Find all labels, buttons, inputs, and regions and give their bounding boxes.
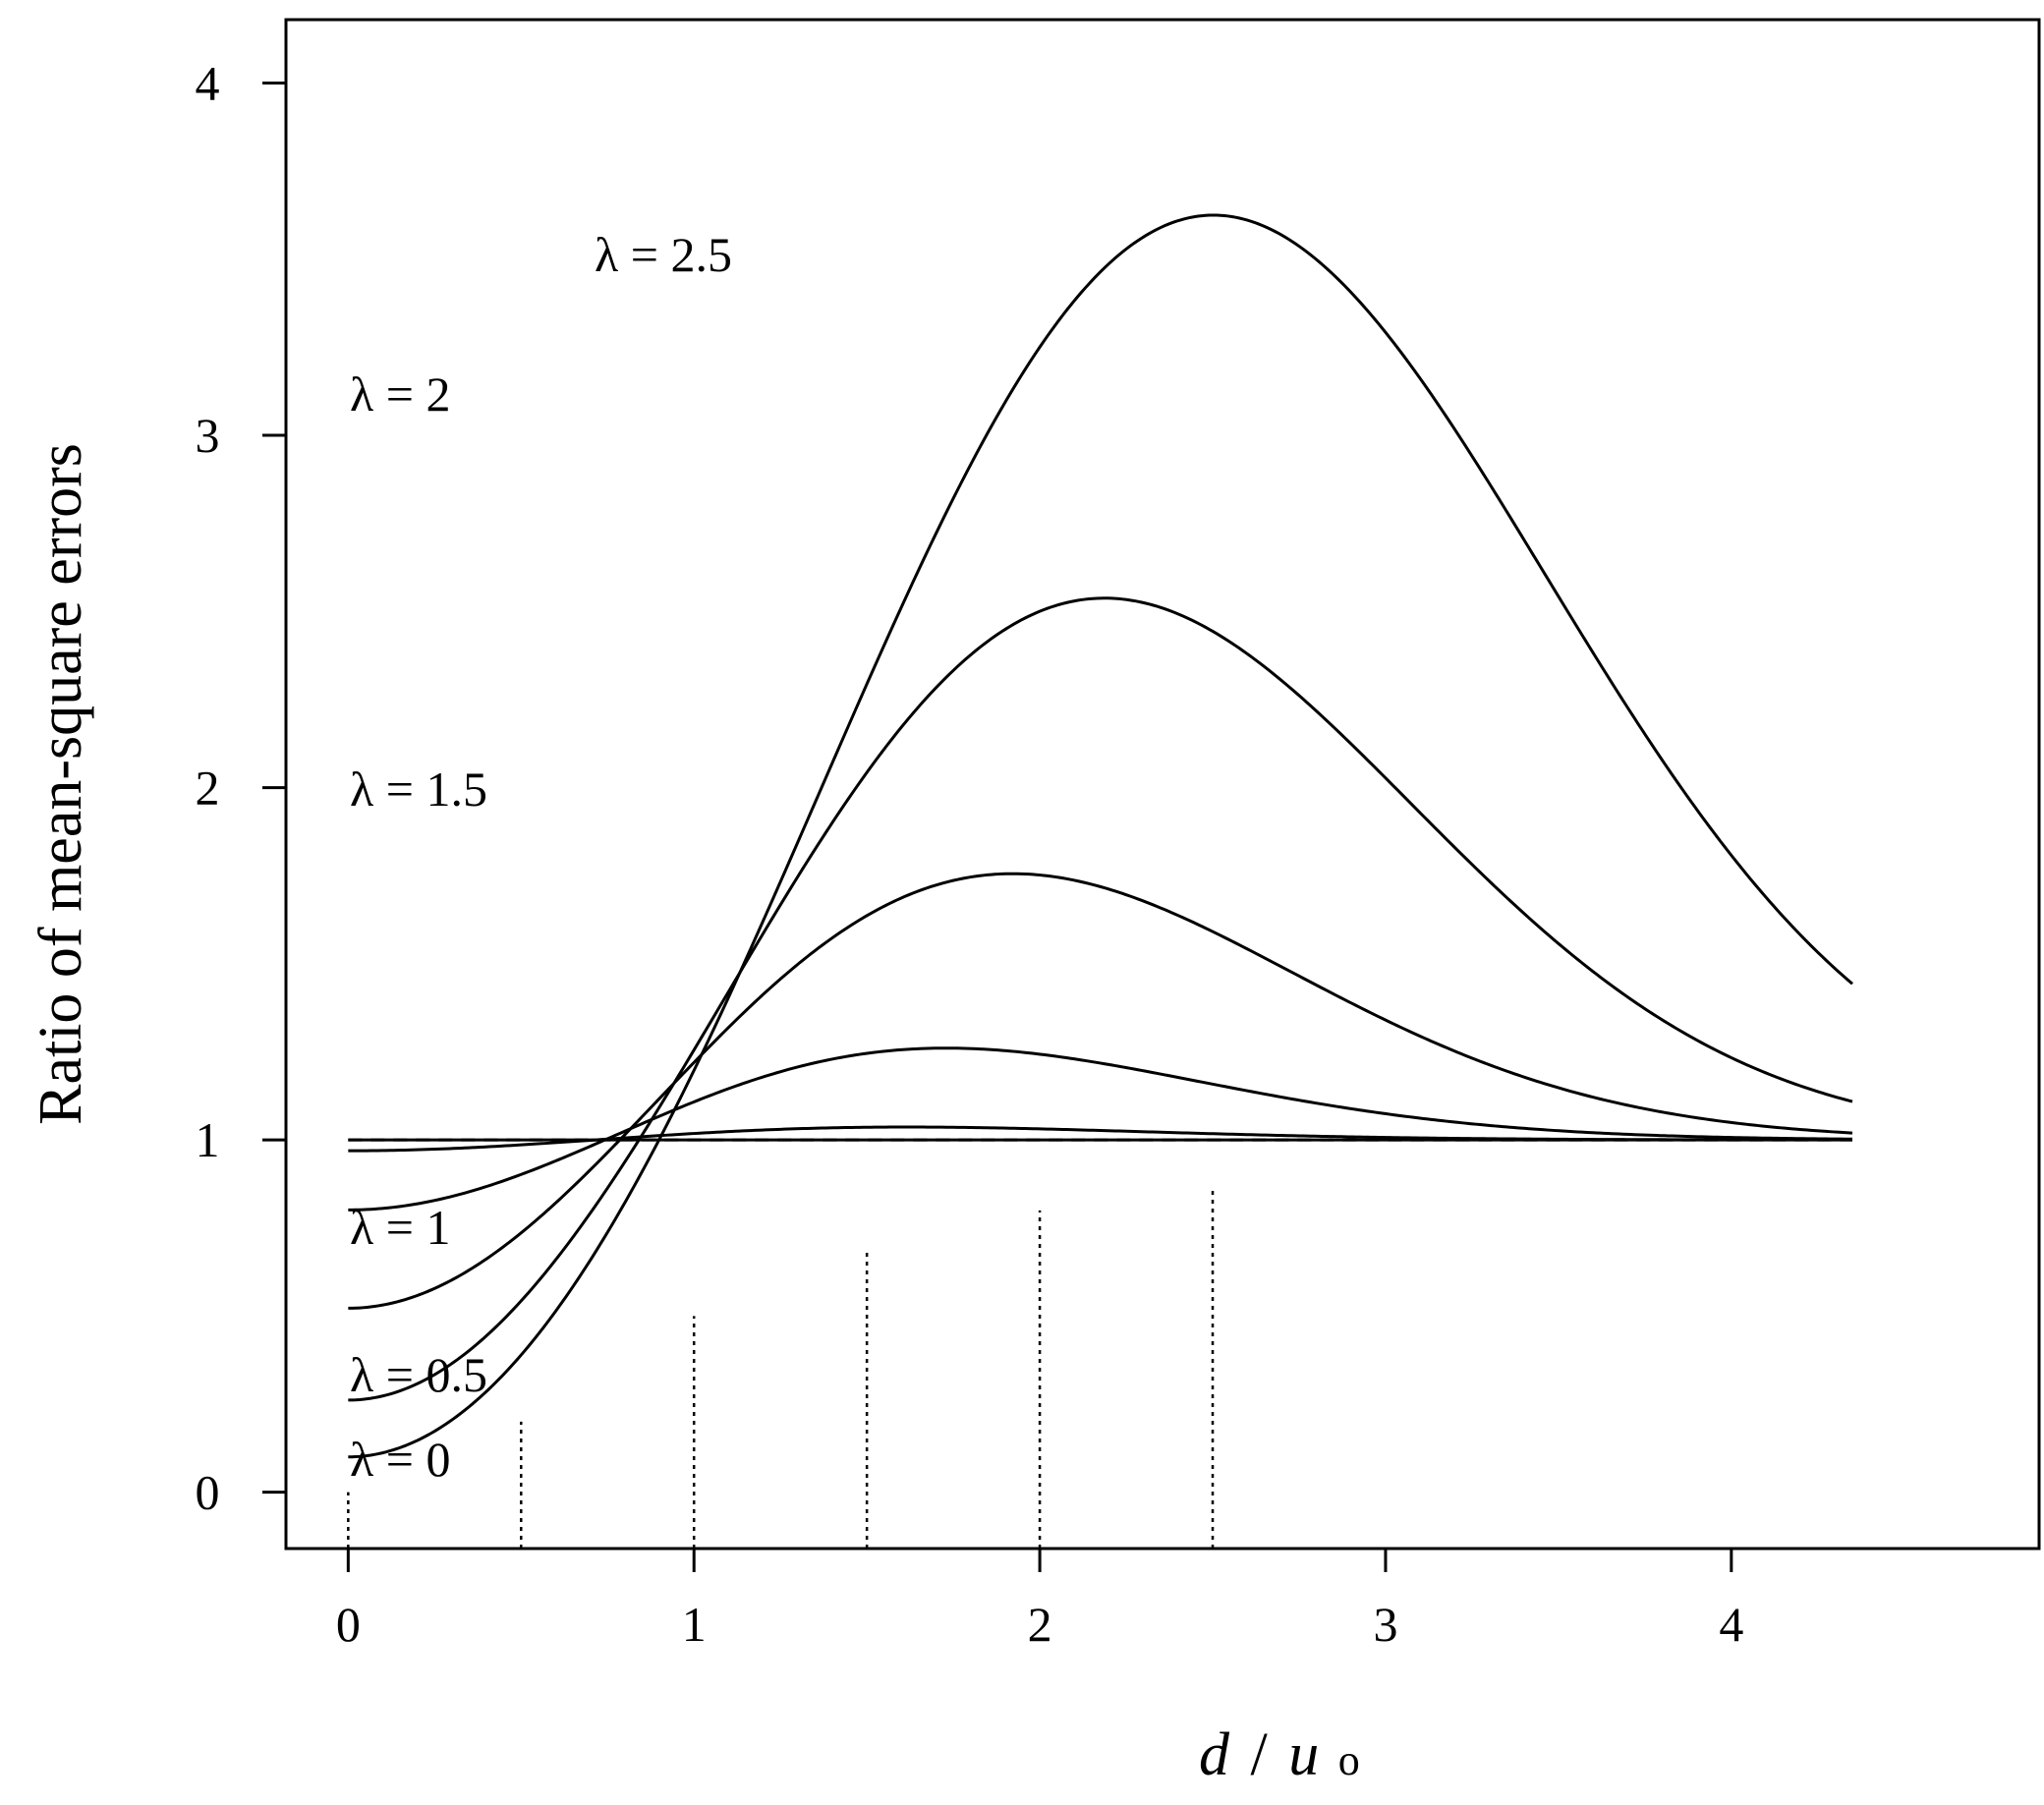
y-tick-label: 4 [196,56,220,111]
series-label-lambda-0-5: λ = 0.5 [350,1347,487,1402]
curve-lambda-0-5 [348,1125,1852,1153]
x-tick-label: 3 [1373,1597,1397,1652]
x-axis-title-slash: / [1251,1721,1269,1788]
y-tick-label: 0 [196,1465,220,1520]
series-label-lambda-0: λ = 0 [350,1432,450,1487]
curves-layer [348,213,1853,1459]
plot-frame [284,18,2041,1551]
x-tick-label: 0 [336,1597,361,1652]
series-labels-layer: λ = 0 λ = 0.5 λ = 1 λ = 1.5 λ = 2 λ = 2.5 [350,227,732,1487]
series-label-lambda-2-5: λ = 2.5 [595,227,732,282]
x-axis-title-u: u [1288,1721,1319,1788]
x-tick-label: 2 [1028,1597,1052,1652]
x-tick-label: 1 [682,1597,707,1652]
y-tick-label: 2 [196,761,220,816]
ticks-layer: 0 1 2 3 4 0 1 2 3 4 [196,56,1744,1652]
y-tick-label: 1 [196,1112,220,1167]
x-tick-label: 4 [1719,1597,1743,1652]
curve-lambda-1-5 [348,872,1853,1310]
curve-lambda-2-5 [348,213,1853,1459]
x-axis-title: d / u o [1199,1721,1360,1788]
y-axis-title: Ratio of mean-square errors [28,443,94,1125]
series-label-lambda-1-5: λ = 1.5 [350,761,487,817]
series-label-lambda-1: λ = 1 [350,1200,450,1255]
series-label-lambda-2: λ = 2 [350,367,450,422]
x-axis-title-subscript: o [1338,1736,1360,1784]
optimum-markers-layer [347,1189,1215,1549]
y-tick-label: 3 [196,408,220,463]
curve-lambda-1 [348,1046,1853,1212]
x-axis-title-d: d [1199,1721,1230,1788]
curve-lambda-2 [348,596,1853,1402]
